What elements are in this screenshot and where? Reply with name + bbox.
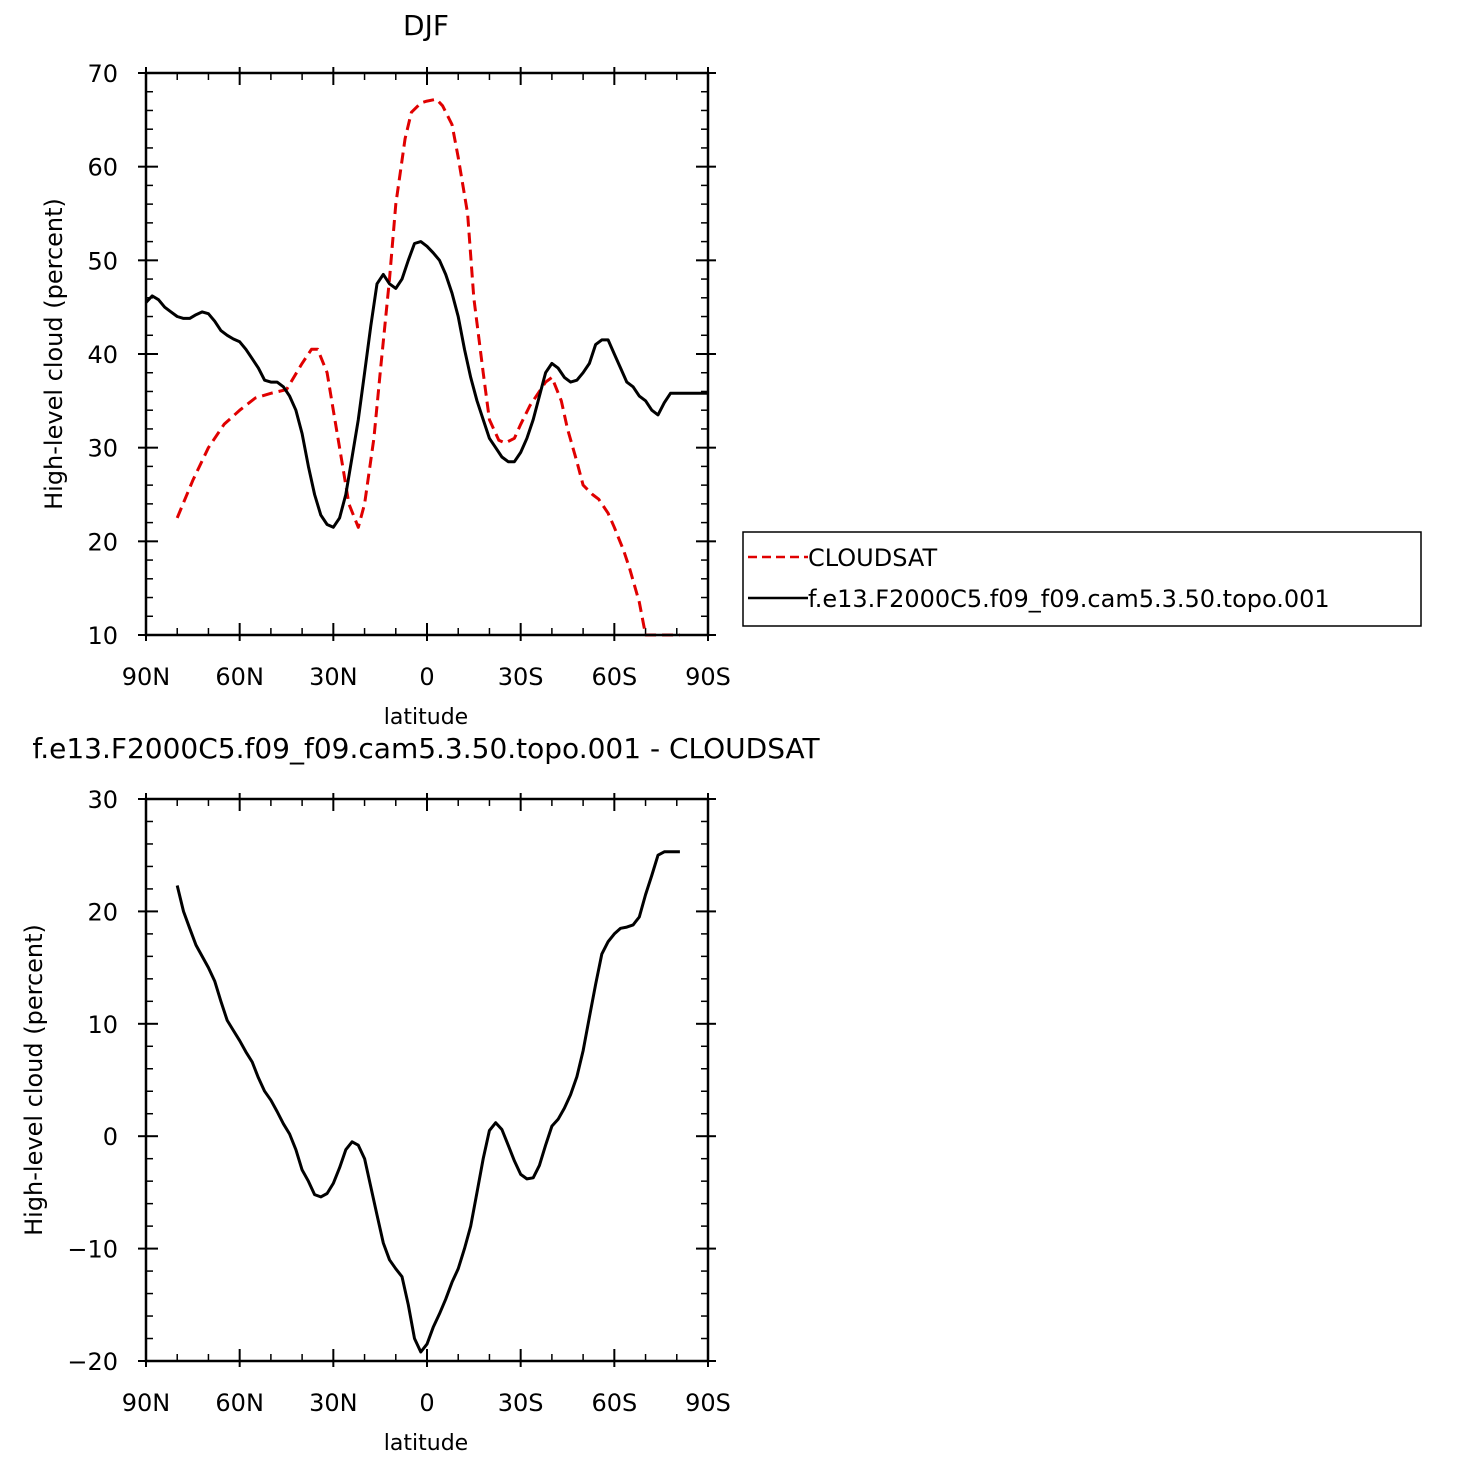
y-tick-label: 10: [87, 1011, 118, 1039]
plot-area: [144, 97, 708, 637]
plot-area: [175, 850, 680, 1354]
y-tick-label: 70: [87, 60, 118, 88]
panel-title: DJF: [403, 9, 449, 42]
y-tick-labels: 10 20 30 40 50 60 70: [87, 60, 118, 650]
x-tick-label: 0: [419, 663, 434, 691]
y-tick-label: 20: [87, 898, 118, 926]
model-series-line: [175, 850, 680, 1354]
legend-label-model: f.e13.F2000C5.f09_f09.cam5.3.50.topo.001: [808, 585, 1330, 613]
legend: CLOUDSAT f.e13.F2000C5.f09_f09.cam5.3.50…: [742, 531, 1422, 627]
model-series-line: [144, 240, 708, 529]
plot-frame: [144, 797, 710, 1363]
minor-ticks: [138, 793, 716, 1367]
y-tick-label: 30: [87, 435, 118, 463]
y-axis-label: High-level cloud (percent): [20, 924, 48, 1236]
x-axis-label: latitude: [384, 1431, 468, 1456]
y-tick-label: −20: [67, 1348, 118, 1376]
y-tick-label: 40: [87, 341, 118, 369]
x-tick-labels: 90N 60N 30N 0 30S 60S 90S: [122, 663, 731, 691]
x-axis-label: latitude: [384, 705, 468, 730]
y-tick-label: −10: [67, 1236, 118, 1264]
x-tick-label: 90S: [685, 1389, 731, 1417]
x-tick-label: 30S: [498, 1389, 544, 1417]
y-tick-label: 60: [87, 154, 118, 182]
y-axis-label: High-level cloud (percent): [40, 198, 68, 510]
x-tick-label: 90N: [122, 1389, 171, 1417]
x-tick-label: 30N: [309, 663, 358, 691]
difference-line-panel: f.e13.F2000C5.f09_f09.cam5.3.50.topo.001…: [20, 732, 820, 1456]
plot-frame: [144, 71, 710, 637]
djf-line-panel: DJF 10 20 30 40 50 60 70 90N 60N 30N 0 30S 60S 90S l…: [40, 9, 1422, 730]
x-tick-label: 60N: [215, 1389, 264, 1417]
x-tick-label: 60S: [591, 1389, 637, 1417]
y-tick-labels: −20 −10 0 10 20 30: [67, 786, 118, 1376]
x-tick-label: 90S: [685, 663, 731, 691]
y-tick-label: 20: [87, 528, 118, 556]
legend-label-cloudsat: CLOUDSAT: [808, 544, 937, 572]
x-tick-label: 0: [419, 1389, 434, 1417]
x-tick-label: 30S: [498, 663, 544, 691]
legend-box: [742, 531, 1422, 627]
y-tick-label: 0: [103, 1123, 118, 1151]
x-tick-labels: 90N 60N 30N 0 30S 60S 90S: [122, 1389, 731, 1417]
minor-ticks: [138, 67, 716, 641]
y-tick-label: 10: [87, 622, 118, 650]
y-tick-label: 30: [87, 786, 118, 814]
x-tick-label: 60S: [591, 663, 637, 691]
x-tick-label: 30N: [309, 1389, 358, 1417]
y-tick-label: 50: [87, 247, 118, 275]
x-tick-label: 90N: [122, 663, 171, 691]
cloudsat-series-line: [175, 97, 680, 637]
x-tick-label: 60N: [215, 663, 264, 691]
panel-title: f.e13.F2000C5.f09_f09.cam5.3.50.topo.001…: [32, 732, 820, 765]
